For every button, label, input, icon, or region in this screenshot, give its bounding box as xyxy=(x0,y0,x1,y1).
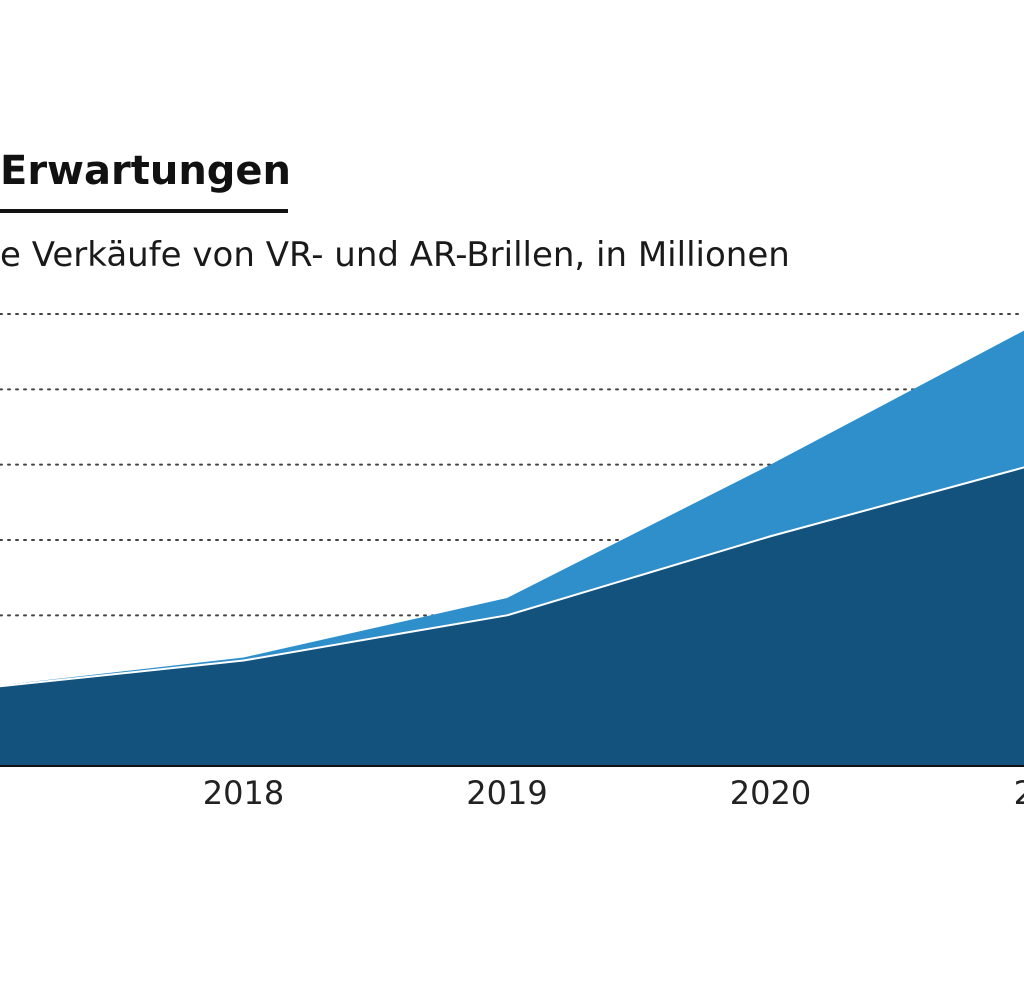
area-series-lower xyxy=(0,467,1024,766)
x-tick-label-2018: 2018 xyxy=(203,774,284,812)
series-separator-line xyxy=(0,466,1024,688)
x-tick-labels: 20182019202020 xyxy=(203,774,1024,812)
title-underline xyxy=(0,209,288,213)
area-series-upper xyxy=(0,330,1024,687)
x-tick-label-20: 20 xyxy=(1014,774,1024,812)
chart-subtitle: e Verkäufe von VR- und AR-Brillen, in Mi… xyxy=(0,235,790,275)
area-series xyxy=(0,330,1024,766)
chart-title: Erwartungen xyxy=(0,148,292,194)
x-tick-label-2019: 2019 xyxy=(466,774,547,812)
x-tick-label-2020: 2020 xyxy=(730,774,811,812)
